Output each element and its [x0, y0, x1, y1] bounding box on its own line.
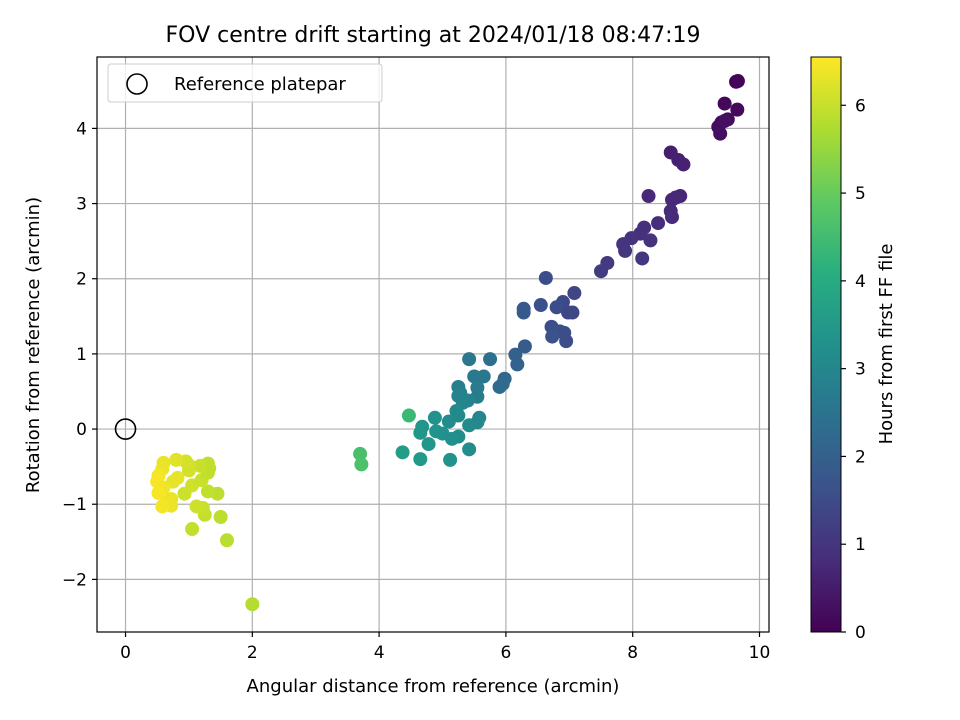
x-tick-label: 6: [500, 643, 511, 663]
data-point: [717, 96, 732, 111]
data-point: [427, 410, 442, 425]
data-point: [219, 533, 234, 548]
colorbar-tick-label: 5: [855, 184, 866, 204]
data-point: [635, 251, 650, 266]
data-point: [641, 189, 656, 204]
data-point: [665, 210, 680, 225]
x-tick-label: 0: [120, 643, 131, 663]
colorbar-gradient: [810, 56, 842, 633]
reference-point-marker: [114, 418, 137, 440]
data-point: [565, 305, 580, 320]
data-point: [618, 243, 633, 258]
colorbar-tick-label: 4: [855, 272, 866, 292]
data-point: [476, 369, 491, 384]
x-tick-label: 10: [749, 643, 771, 663]
data-point: [245, 597, 260, 612]
x-tick-label: 8: [627, 643, 638, 663]
data-point: [730, 74, 745, 89]
data-point: [516, 305, 531, 320]
legend-label-reference: Reference platepar: [174, 74, 346, 95]
data-point: [651, 216, 666, 231]
data-point: [492, 379, 507, 394]
colorbar: 0 1 2 3 4 5 6 Hours from first FF file: [810, 56, 897, 643]
data-point: [717, 113, 732, 128]
data-point: [413, 452, 428, 467]
data-point: [643, 233, 658, 248]
data-point: [538, 270, 553, 285]
data-point: [483, 352, 498, 367]
data-point: [462, 352, 477, 367]
data-point: [421, 437, 436, 452]
plot-frame: [96, 56, 770, 633]
data-point: [441, 414, 456, 429]
data-point: [155, 499, 170, 514]
data-point: [354, 457, 369, 472]
data-point: [517, 339, 532, 354]
y-tick-label: 2: [76, 270, 87, 290]
data-point: [189, 499, 204, 514]
y-tick-label: 0: [76, 420, 87, 440]
axes: 0 2 4 6 8 10 −2 −1 0 1 2 3 4: [62, 56, 771, 663]
data-point: [730, 102, 745, 117]
data-point: [200, 484, 215, 499]
x-tick-label: 4: [374, 643, 385, 663]
data-point: [676, 157, 691, 172]
chart-title: FOV centre drift starting at 2024/01/18 …: [166, 23, 701, 48]
colorbar-tick-label: 1: [855, 535, 866, 555]
y-tick-label: 1: [76, 345, 87, 365]
y-tick-label: 4: [76, 119, 87, 139]
legend-marker-reference: [126, 73, 148, 95]
y-tick-label: −2: [62, 570, 87, 590]
data-point: [185, 522, 200, 537]
grid-lines: [97, 57, 769, 632]
colorbar-label: Hours from first FF file: [876, 244, 897, 445]
legend: Reference platepar: [107, 63, 383, 103]
y-tick-label: 3: [76, 195, 87, 215]
colorbar-tick-label: 2: [855, 447, 866, 467]
legend-box: [107, 63, 383, 103]
data-point: [713, 126, 728, 141]
data-point: [549, 300, 564, 315]
data-point: [193, 458, 208, 473]
data-point: [594, 264, 608, 279]
x-axis-label: Angular distance from reference (arcmin): [247, 676, 620, 697]
data-point: [462, 418, 477, 433]
data-point: [353, 446, 368, 461]
data-point: [559, 334, 574, 349]
colorbar-tick-label: 3: [855, 360, 866, 380]
data-point: [401, 408, 416, 423]
x-tick-label: 2: [247, 643, 258, 663]
colorbar-tick-label: 6: [855, 96, 866, 116]
data-point: [213, 510, 228, 524]
data-point: [151, 485, 166, 500]
data-point: [445, 431, 460, 446]
data-point: [545, 329, 560, 344]
colorbar-tick-label: 0: [855, 623, 866, 643]
y-tick-label: −1: [62, 495, 87, 515]
data-point: [510, 357, 525, 372]
data-point: [567, 286, 582, 301]
data-point: [443, 452, 458, 467]
data-point: [533, 298, 548, 313]
data-point: [395, 445, 410, 460]
data-point: [665, 192, 680, 207]
data-point: [462, 442, 477, 457]
data-points: [114, 74, 745, 612]
data-point: [169, 452, 184, 467]
data-point: [413, 425, 428, 440]
y-axis-label: Rotation from reference (arcmin): [23, 197, 44, 493]
colorbar-ticks: 0 1 2 3 4 5 6: [841, 96, 866, 643]
